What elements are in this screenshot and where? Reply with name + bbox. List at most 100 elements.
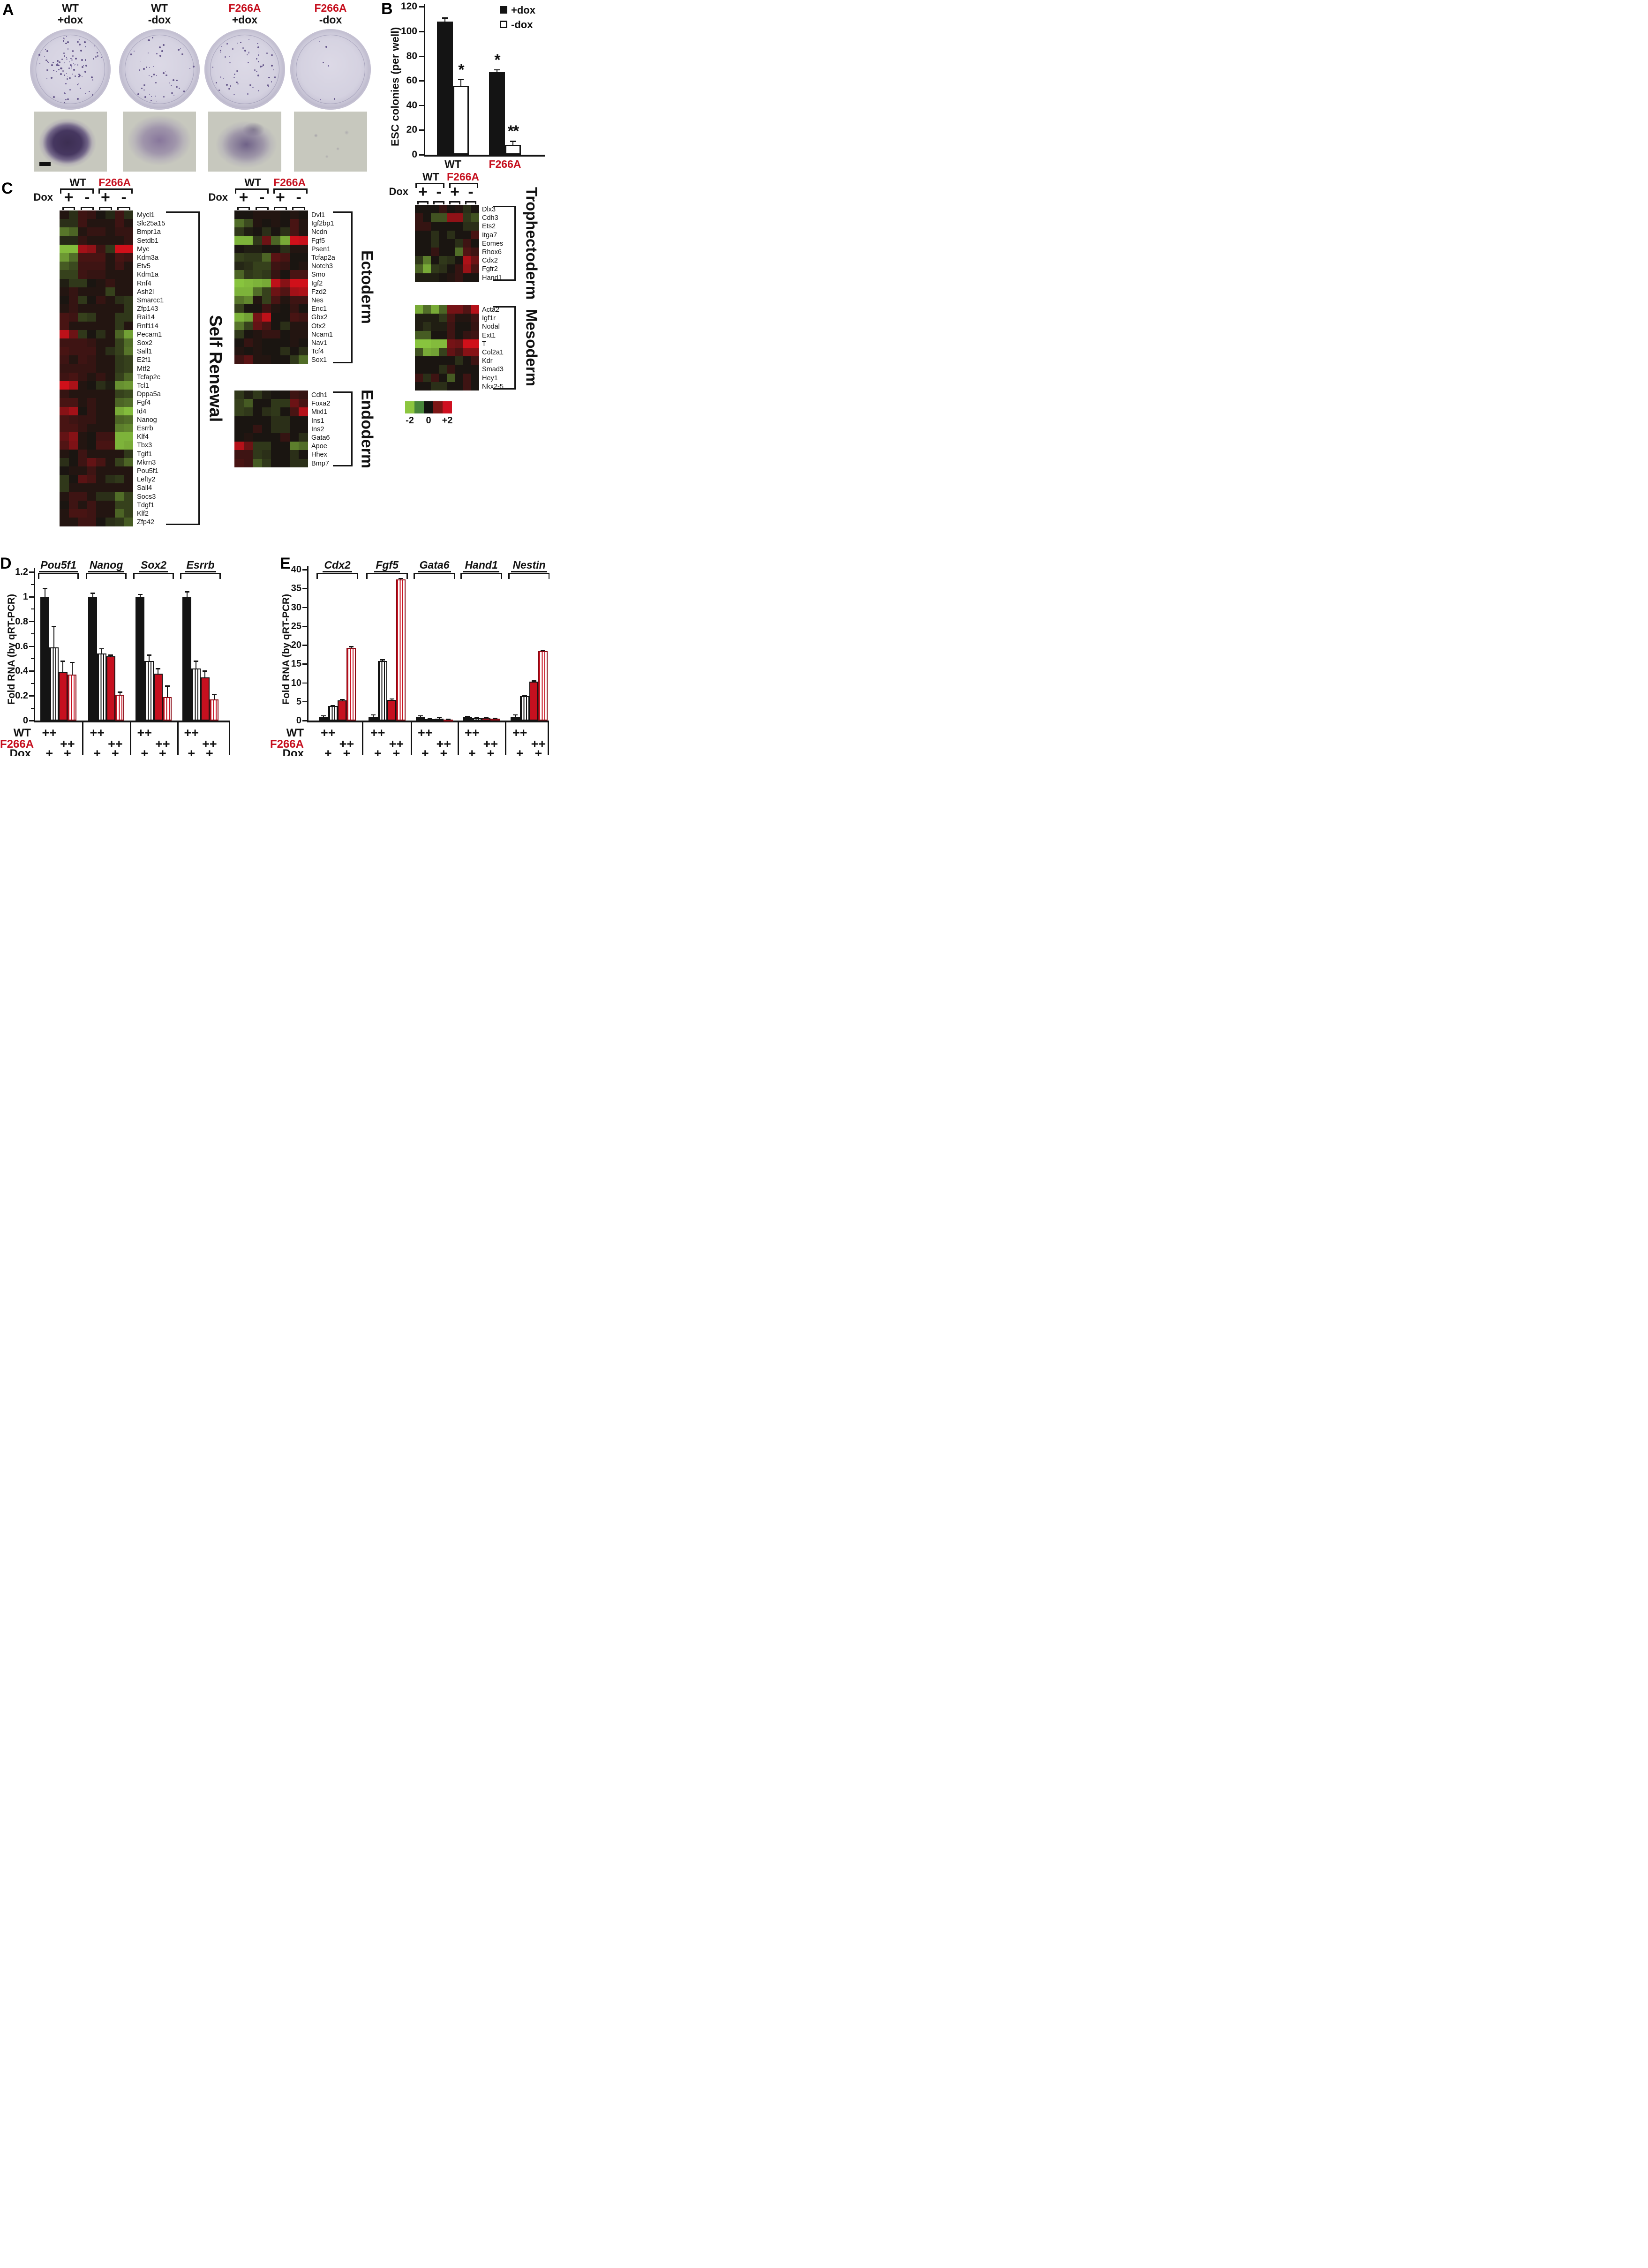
heatmap-cell — [124, 262, 134, 270]
heatmap-cell — [253, 313, 263, 322]
heatmap-cell — [439, 264, 447, 274]
colony-dot — [93, 58, 95, 60]
heatmap-cell — [431, 314, 439, 323]
heatmap-cell — [105, 287, 115, 296]
heatmap-cell — [124, 278, 134, 288]
heatmap-cell — [78, 424, 88, 433]
e-dox-plus: + — [421, 746, 429, 756]
heatmap-gene-label: Tgif1 — [137, 450, 152, 458]
heatmap-cell — [415, 314, 423, 323]
heatmap-cell — [105, 219, 115, 228]
d-error-cap — [108, 654, 113, 656]
heatmap-cell — [253, 227, 263, 237]
d-y-minor-tick — [31, 683, 34, 684]
heatmap-cell — [423, 356, 431, 365]
d-error-cap — [184, 591, 189, 593]
heatmap-cell — [60, 500, 69, 510]
heatmap-gene-label: Nes — [311, 297, 324, 304]
colony-dot — [236, 70, 238, 72]
colony-dot — [223, 78, 225, 79]
e-bar — [387, 699, 397, 721]
colony-dot — [237, 83, 239, 85]
b-legend-label: +dox — [511, 4, 535, 16]
heatmap-cell — [234, 391, 244, 399]
heatmap-cell — [280, 262, 290, 270]
heatmap-cell — [423, 205, 431, 214]
heatmap-cell — [280, 278, 290, 288]
heatmap-cell — [124, 321, 134, 330]
heatmap-cell — [280, 287, 290, 296]
colony-dot — [91, 94, 93, 96]
heatmap-cell — [114, 278, 124, 288]
colony-dot — [248, 61, 249, 63]
heatmap-gene-label: E2f1 — [137, 356, 151, 364]
e-group-title-text: Nestin — [511, 559, 547, 572]
heatmap-gene-label: Tcl1 — [137, 382, 149, 390]
heatmap-cell — [60, 406, 69, 416]
heatmap-cell — [124, 483, 134, 493]
heatmap-cell — [124, 441, 134, 450]
e-error-cap — [389, 698, 394, 700]
heatmap-cell — [463, 348, 471, 357]
heatmap-gene-label: Fzd2 — [311, 288, 327, 296]
e-group-title: Gata6 — [409, 559, 459, 572]
heatmap-cell — [447, 230, 455, 240]
heatmap-cell — [87, 338, 97, 347]
heatmap-cell — [439, 373, 447, 383]
heatmap-cell — [124, 398, 134, 407]
colony-dot — [81, 66, 83, 68]
heatmap-cell — [299, 244, 309, 254]
heatmap-cell — [271, 244, 281, 254]
d-bar — [182, 597, 192, 721]
heatmap-cell — [78, 210, 88, 219]
heatmap-cell — [431, 273, 439, 282]
e-error-cap — [399, 578, 404, 579]
heatmap-cell — [234, 407, 244, 417]
heatmap-cell — [299, 338, 309, 347]
heatmap-cell — [262, 407, 271, 417]
heatmap-cell — [68, 424, 78, 433]
colony-dot — [333, 98, 336, 100]
heatmap-cell — [262, 458, 271, 468]
colony-dot — [226, 43, 228, 45]
heatmap-gene-label: Cdh1 — [311, 391, 328, 399]
b-y-tick — [419, 6, 424, 8]
heatmap-cell — [243, 399, 253, 408]
e-dox-plus: + — [343, 746, 351, 756]
e-y-tick-label: 0 — [296, 715, 301, 726]
c-sign-bracket — [99, 207, 112, 210]
b-y-tick-label: 120 — [400, 1, 417, 12]
e-bar — [346, 647, 356, 721]
heatmap-cell — [68, 244, 78, 254]
e-bar — [377, 661, 387, 721]
heatmap-cell — [243, 391, 253, 399]
heatmap-cell — [124, 406, 134, 416]
colony-dot — [249, 84, 251, 86]
heatmap-cell — [78, 364, 88, 373]
e-error-cap — [522, 695, 527, 696]
colony-dot — [72, 73, 74, 75]
heatmap-cell — [262, 270, 271, 279]
heatmap-cell — [96, 236, 106, 245]
colony-dot — [73, 68, 75, 71]
d-group-divider — [229, 721, 230, 755]
colony-dot — [44, 56, 45, 57]
heatmap-cell — [439, 356, 447, 365]
heatmap-cell — [60, 287, 69, 296]
e-mut-plus: ++ — [483, 737, 498, 751]
heatmap-gene-label: Tcf4 — [311, 348, 324, 356]
heatmap-cell — [114, 219, 124, 228]
heatmap-cell — [60, 296, 69, 305]
heatmap-cell — [78, 338, 88, 347]
heatmap-cell — [124, 330, 134, 339]
heatmap-cell — [280, 416, 290, 425]
d-error-whisker — [166, 686, 168, 697]
d-wt-plus: ++ — [137, 726, 152, 740]
colony-dot — [65, 42, 67, 44]
b-significance: * — [458, 60, 464, 79]
colony-dot — [66, 58, 68, 60]
heatmap-cell — [68, 236, 78, 245]
heatmap-gene-label: Ets2 — [482, 223, 496, 231]
d-group-divider — [177, 721, 179, 755]
colony-dot — [257, 52, 259, 53]
